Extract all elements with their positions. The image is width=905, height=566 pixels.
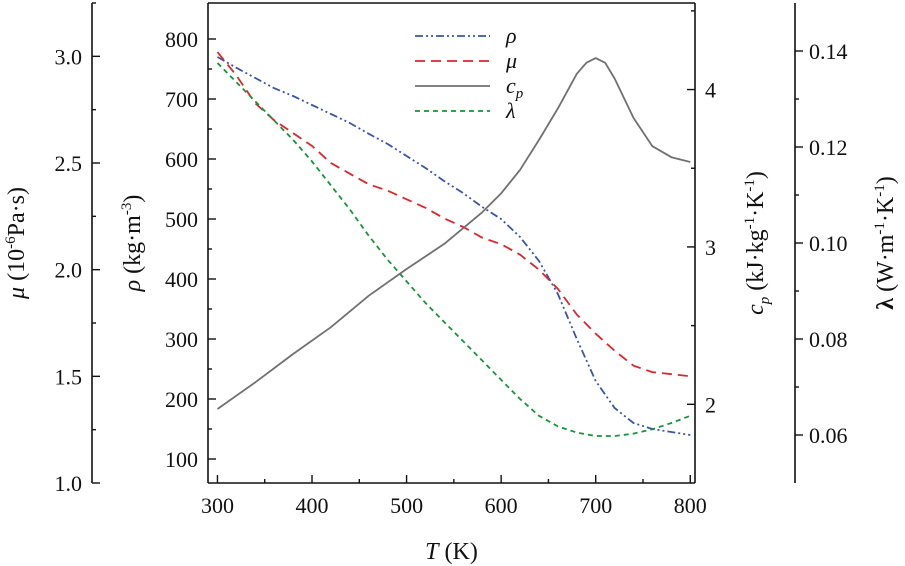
- rho-tick-label: 600: [165, 147, 198, 172]
- rho-tick-label: 700: [165, 87, 198, 112]
- lambda-tick-label: 0.08: [809, 327, 848, 352]
- cp-axis-title: cp (kJ·kg-1·K-1): [742, 171, 773, 315]
- x-tick-label: 400: [296, 493, 329, 518]
- x-tick-label: 800: [674, 493, 707, 518]
- cp-tick-label: 2: [705, 392, 716, 417]
- cp-tick-label: 4: [705, 78, 716, 103]
- mu-tick-label: 3.0: [55, 44, 83, 69]
- mu-tick-label: 1.5: [55, 364, 83, 389]
- legend-label: μ: [505, 48, 517, 73]
- rho-tick-label: 100: [165, 447, 198, 472]
- legend-label: λ: [505, 98, 516, 123]
- rho-tick-label: 300: [165, 327, 198, 352]
- x-tick-label: 500: [390, 493, 423, 518]
- legend-label: ρ: [505, 23, 517, 48]
- rho-tick-label: 800: [165, 27, 198, 52]
- rho-tick-label: 400: [165, 267, 198, 292]
- lambda-tick-label: 0.14: [809, 39, 848, 64]
- x-tick-label: 700: [579, 493, 612, 518]
- mu-tick-label: 2.5: [55, 151, 83, 176]
- lambda-tick-label: 0.06: [809, 423, 848, 448]
- rho-tick-label: 200: [165, 387, 198, 412]
- x-axis-title: T (K): [425, 539, 478, 565]
- rho-series-line: [217, 56, 691, 436]
- mu-tick-label: 2.0: [55, 258, 83, 283]
- lambda-tick-label: 0.10: [809, 231, 848, 256]
- x-tick-label: 300: [201, 493, 234, 518]
- lambda-tick-label: 0.12: [809, 135, 848, 160]
- lambda-axis-title: λ (W·m-1·K-1): [872, 176, 899, 309]
- cp-tick-label: 3: [705, 235, 716, 260]
- mu-series-line: [216, 51, 691, 378]
- legend-label: cp: [506, 73, 524, 102]
- x-tick-label: 600: [485, 493, 518, 518]
- rho-axis-title: ρ (kg·m-3): [119, 195, 146, 293]
- cp-series-line: [216, 57, 691, 410]
- lambda-series-line: [216, 62, 691, 437]
- rho-tick-label: 500: [165, 207, 198, 232]
- mu-axis-title: μ (10-6Pa·s): [3, 187, 30, 300]
- mu-tick-label: 1.0: [55, 471, 83, 496]
